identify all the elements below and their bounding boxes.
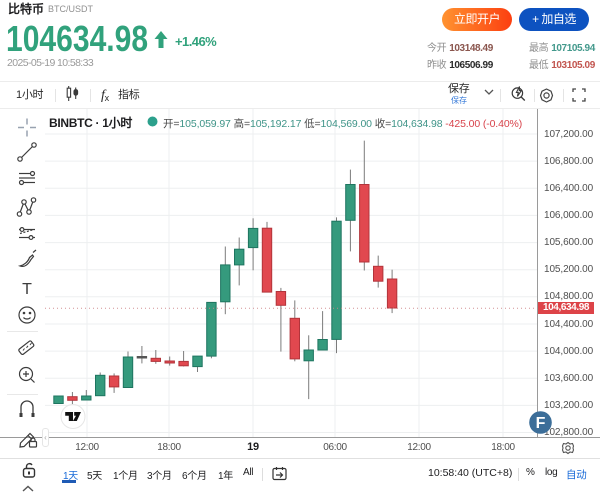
svg-text:T: T [22, 281, 32, 298]
svg-text:F: F [536, 415, 546, 432]
